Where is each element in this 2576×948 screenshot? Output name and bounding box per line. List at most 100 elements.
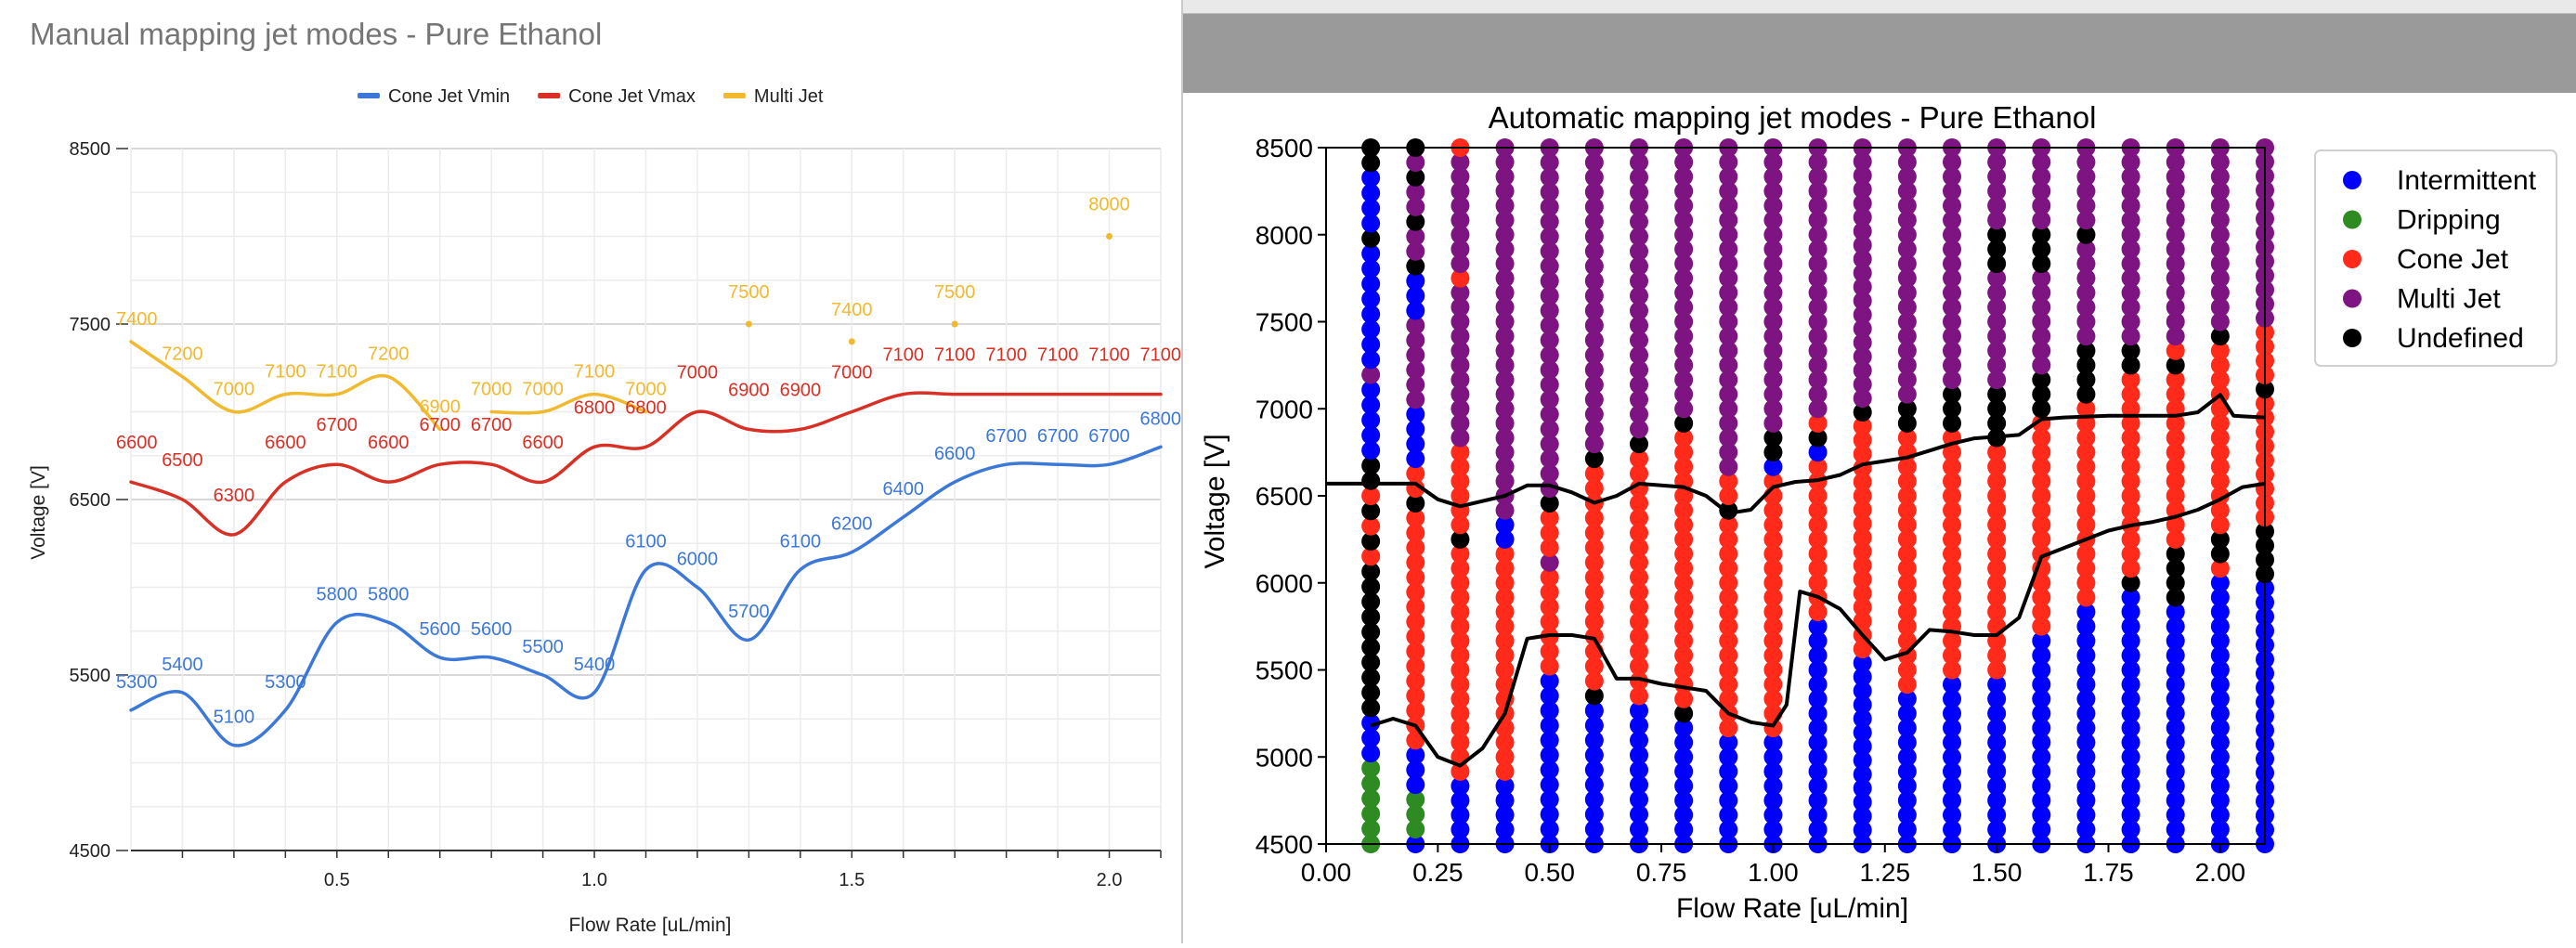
point-intermittent (1495, 515, 1515, 535)
data-label: 5300 (116, 672, 158, 693)
point-intermittent (1763, 457, 1783, 476)
chart-legend: Intermittent Dripping Cone Jet Multi Jet Und… (2314, 149, 2557, 367)
point-undefined (1584, 686, 1604, 706)
point-cone-jet (2121, 472, 2140, 491)
point-intermittent (1540, 790, 1559, 810)
point-intermittent (2121, 675, 2140, 695)
point-intermittent (1853, 723, 1872, 742)
point-multi-jet (1495, 268, 1515, 288)
point-intermittent (1943, 719, 1961, 737)
point-cone-jet (1719, 472, 1738, 491)
data-label: 6400 (883, 479, 925, 500)
point-cone-jet (1853, 542, 1872, 561)
point-cone-jet (2032, 472, 2051, 491)
point-multi-jet (1451, 413, 1470, 433)
point-cone-jet (2121, 487, 2140, 505)
point-multi-jet (1943, 283, 1961, 303)
point-intermittent (1853, 821, 1872, 839)
point-multi-jet (1451, 240, 1470, 259)
point-intermittent (1406, 420, 1425, 439)
point-multi-jet (1943, 225, 1961, 244)
point-intermittent (1406, 775, 1425, 795)
point-cone-jet (1584, 552, 1604, 572)
point-intermittent (1630, 701, 1648, 721)
data-label: 6800 (625, 397, 667, 418)
point-multi-jet (1853, 375, 1872, 394)
point-intermittent (1630, 820, 1648, 839)
point-intermittent (1630, 716, 1648, 735)
point-cone-jet (1943, 588, 1961, 607)
point-undefined (1987, 384, 2007, 404)
axes: 4500 5000 5500 6000 6500 7000 7500 8000 8500 0.00… (1255, 134, 2266, 887)
point-cone-jet (2166, 515, 2185, 535)
point-multi-jet (1540, 360, 1559, 380)
point-intermittent (2076, 747, 2096, 767)
point-intermittent (1495, 805, 1515, 825)
point-multi-jet (1584, 420, 1604, 439)
point-intermittent (1808, 443, 1828, 462)
point-multi-jet (1719, 297, 1738, 317)
point-multi-jet (1897, 240, 1917, 259)
data-label: 6000 (677, 550, 719, 570)
point-intermittent (1943, 791, 1961, 811)
point-multi-jet (1584, 182, 1604, 201)
legend-item-label[interactable]: Multi Jet (754, 86, 824, 107)
data-label: 6700 (985, 426, 1027, 447)
point-cone-jet (2076, 573, 2096, 592)
point-intermittent (2076, 675, 2096, 695)
point-cone-jet (1674, 487, 1694, 505)
point-cone-jet (1630, 671, 1648, 691)
point-cone-jet (1451, 544, 1470, 564)
point-multi-jet (1808, 196, 1828, 215)
y-tick-label: 7000 (1255, 395, 1313, 423)
point-cone-jet (1451, 631, 1470, 651)
point-multi-jet (2032, 181, 2051, 201)
point-multi-jet (1451, 341, 1470, 360)
legend-item-label: Intermittent (2397, 165, 2537, 196)
point-intermittent (1584, 731, 1604, 750)
point-multi-jet (1808, 312, 1828, 331)
point-multi-jet (1808, 327, 1828, 346)
point-undefined (1674, 413, 1694, 433)
point-undefined (2121, 573, 2140, 592)
point-cone-jet (2032, 515, 2051, 535)
point-intermittent (2032, 645, 2051, 665)
point-intermittent (1808, 617, 1828, 636)
point-cone-jet (1897, 428, 1917, 448)
point-intermittent (1808, 747, 1828, 767)
point-intermittent (2076, 704, 2096, 723)
point-intermittent (1987, 719, 2007, 737)
point-multi-jet (1943, 297, 1961, 317)
point-undefined (1987, 254, 2007, 273)
series-line-cone-jet-vmin (129, 445, 1163, 747)
x-tick-label: 0.5 (324, 870, 350, 890)
point-undefined (1361, 668, 1381, 687)
point-intermittent (2166, 761, 2185, 781)
point-undefined (1853, 403, 1872, 422)
point-intermittent (1943, 805, 1961, 825)
point-intermittent (1361, 380, 1381, 399)
point-multi-jet (1406, 331, 1425, 350)
point-cone-jet (1987, 487, 2007, 505)
legend-item-label[interactable]: Cone Jet Vmax (568, 86, 696, 107)
x-tick-label: 0.75 (1636, 858, 1687, 887)
point-intermittent (1630, 760, 1648, 780)
point-dripping (1406, 805, 1425, 825)
point-intermittent (1361, 183, 1381, 202)
point-intermittent (1987, 805, 2007, 825)
legend-item-label[interactable]: Cone Jet Vmin (388, 86, 510, 107)
point-multi-jet (1540, 449, 1559, 469)
point-multi-jet (2210, 283, 2230, 303)
point-intermittent (2210, 791, 2230, 811)
point-multi-jet (1853, 222, 1872, 240)
point-intermittent (2076, 820, 2096, 839)
point-multi-jet (2076, 211, 2096, 230)
point-cone-jet (1451, 472, 1470, 491)
point-multi-jet (2121, 254, 2140, 273)
point-cone-jet (2210, 457, 2230, 476)
point-cone-jet (1943, 529, 1961, 549)
point-undefined (1361, 577, 1381, 596)
y-axis-title: Voltage [V] (1200, 434, 1230, 568)
point-intermittent (1451, 776, 1470, 796)
